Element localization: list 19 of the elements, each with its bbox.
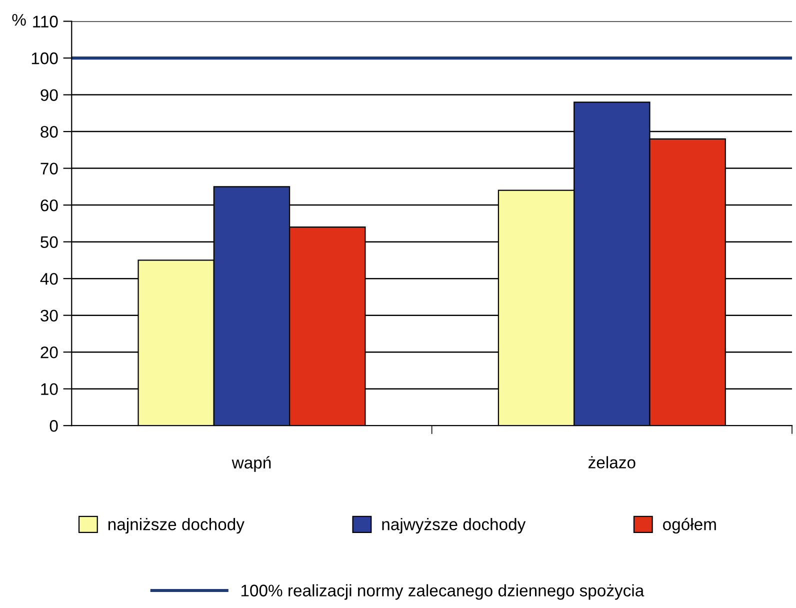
y-tick-label: 100 — [32, 52, 58, 64]
x-tick-label: żelazo — [588, 456, 636, 468]
y-tick-label: 30 — [40, 310, 58, 322]
legend-label: 100% realizacji normy zalecanego dziennego spożycia — [241, 584, 644, 600]
legend-label: najniższe dochody — [108, 518, 244, 534]
y-tick-label: 10 — [41, 383, 58, 396]
legend-label: najwyższe dochody — [382, 518, 526, 534]
y-tick-label: 70 — [40, 162, 58, 175]
x-tick-label: wapń — [232, 456, 271, 472]
y-tick-label: 40 — [40, 272, 58, 285]
y-tick-label: 0 — [50, 420, 58, 432]
y-tick-label: 20 — [40, 346, 58, 358]
y-tick-label: 80 — [40, 126, 58, 138]
y-tick-label: 60 — [40, 199, 58, 212]
y-tick-label: 90 — [40, 89, 58, 101]
y-tick-label: 50 — [40, 236, 58, 248]
legend-label: ogółem — [663, 518, 716, 534]
y-axis-title: % — [12, 14, 26, 26]
y-tick-label: 110 — [33, 16, 58, 28]
